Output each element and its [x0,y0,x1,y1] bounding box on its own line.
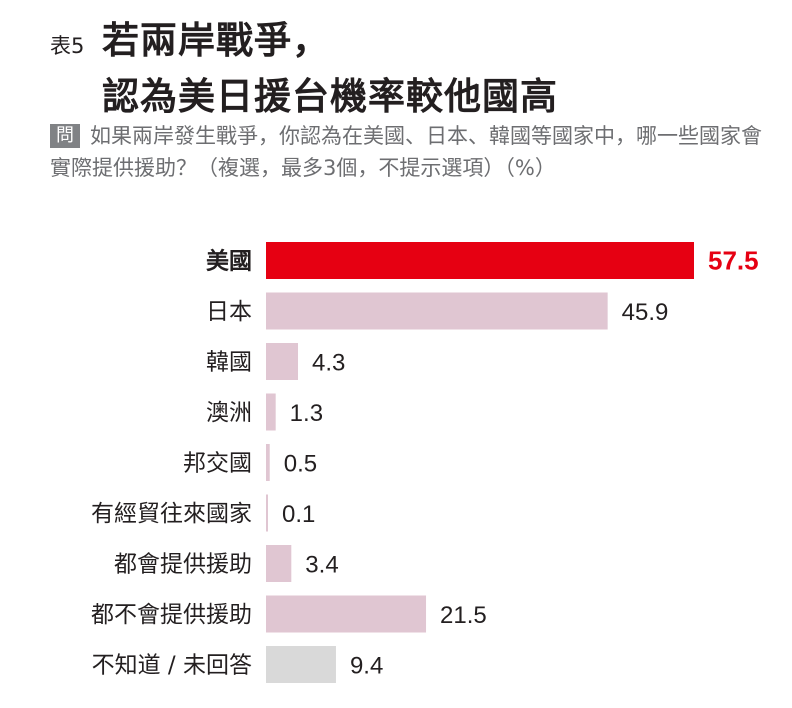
value-label-5: 0.1 [282,501,315,528]
chart-header: 表5 若兩岸戰爭， 認為美日援台機率較他國高 問如果兩岸發生戰爭，你認為在美國、… [0,0,792,200]
bar-7 [266,595,427,633]
bar-1 [266,292,608,330]
category-label-7: 都不會提供援助 [91,602,252,628]
value-label-1: 45.9 [622,299,669,326]
value-label-4: 0.5 [284,451,317,478]
bar-5 [266,494,268,532]
category-label-5: 有經貿往來國家 [91,501,252,527]
value-label-8: 9.4 [350,653,383,680]
value-label-7: 21.5 [440,602,487,629]
value-label-group: 57.5 45.9 4.3 1.3 0.5 0.1 3.4 21.5 9.4 [282,246,759,680]
category-label-0: 美國 [206,248,252,275]
bar-4 [266,444,270,481]
question-badge: 問 [50,124,80,148]
category-label-6: 都會提供援助 [114,552,252,578]
value-label-3: 1.3 [290,400,323,427]
bar-group [266,242,694,683]
table-number: 表5 [50,34,85,58]
chart-title-line-2: 認為美日援台機率較他國高 [102,75,558,118]
category-label-4: 邦交國 [183,451,252,477]
value-label-6: 3.4 [305,552,338,579]
category-label-1: 日本 [206,299,252,325]
survey-question: 問如果兩岸發生戰爭，你認為在美國、日本、韓國等國家中，哪一些國家會實際提供援助？… [50,120,780,184]
bar-0 [266,242,694,279]
question-text: 如果兩岸發生戰爭，你認為在美國、日本、韓國等國家中，哪一些國家會實際提供援助？（… [50,124,762,180]
bar-6 [266,545,292,582]
category-label-8: 不知道 / 未回答 [92,653,252,679]
chart-title-line-1: 若兩岸戰爭， [102,19,330,62]
category-label-2: 韓國 [206,350,252,376]
value-label-2: 4.3 [312,350,345,377]
bar-2 [266,343,299,380]
bar-3 [266,393,276,431]
bar-8 [266,646,336,683]
category-label-3: 澳洲 [206,400,252,426]
value-label-0: 57.5 [708,246,759,276]
